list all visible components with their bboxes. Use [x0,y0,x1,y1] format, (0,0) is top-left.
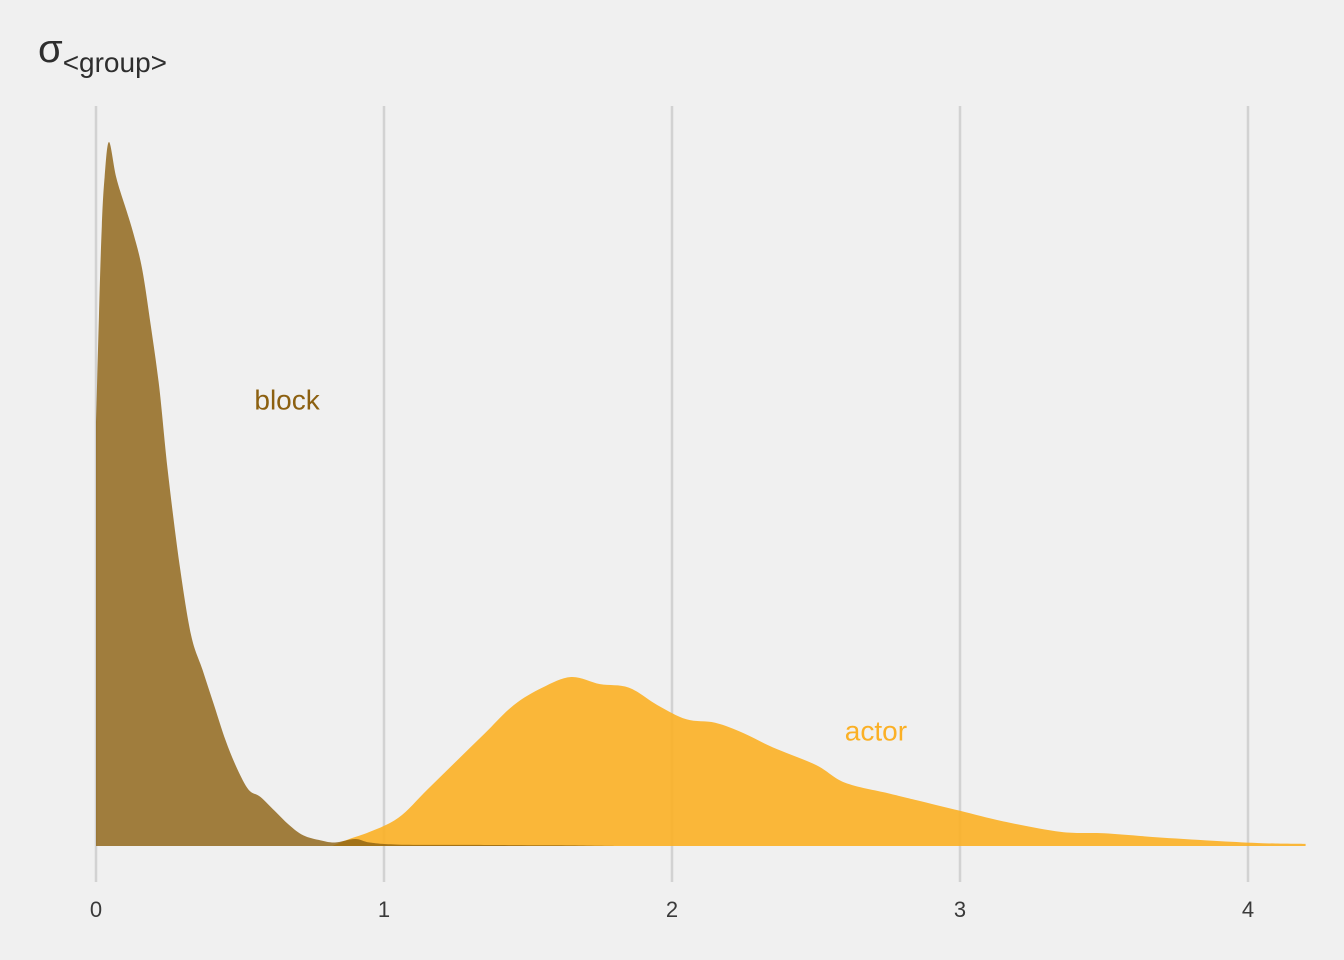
x-tick-label-1: 1 [378,897,390,922]
density-area-actor [332,676,1306,846]
series-label-actor: actor [845,715,907,746]
density-areas [96,142,1306,846]
series-labels: actor block [254,385,907,747]
chart-title: σ<group> [38,27,167,78]
x-tick-label-0: 0 [90,897,102,922]
x-axis-ticks: 0 1 2 3 4 [90,897,1254,922]
density-area-block [96,142,615,846]
title-subscript: <group> [63,47,167,78]
x-tick-label-4: 4 [1242,897,1254,922]
title-symbol: σ [38,27,63,71]
x-tick-label-2: 2 [666,897,678,922]
series-label-block: block [254,385,320,416]
x-tick-label-3: 3 [954,897,966,922]
